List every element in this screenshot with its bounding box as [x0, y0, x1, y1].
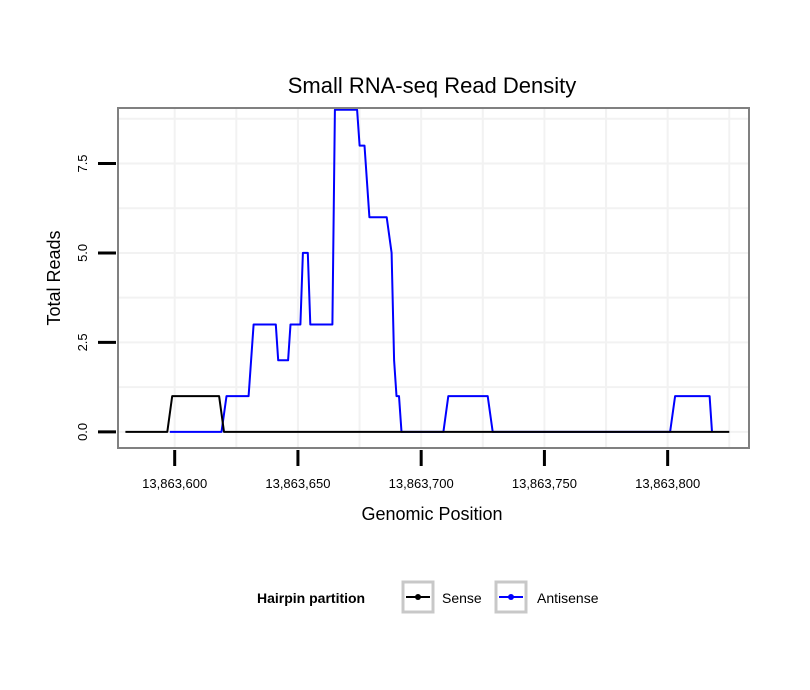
x-tick-label: 13,863,600	[142, 476, 207, 491]
legend-point-antisense	[508, 594, 514, 600]
legend-label-antisense: Antisense	[537, 590, 599, 606]
series-lines	[125, 108, 730, 433]
plot-panel	[117, 107, 750, 449]
y-axis: 0.0 2.5 5.0 7.5	[75, 154, 116, 441]
legend-item-antisense: Antisense	[494, 580, 599, 614]
plot-background	[118, 108, 749, 448]
series-line-sense	[125, 395, 730, 433]
legend-label-sense: Sense	[442, 590, 482, 606]
y-tick-label: 5.0	[75, 244, 90, 262]
x-tick-label: 13,863,700	[389, 476, 454, 491]
legend-title: Hairpin partition	[257, 590, 365, 606]
series-line-antisense	[169, 108, 713, 433]
plot-border	[117, 107, 750, 449]
y-axis-title: Total Reads	[44, 230, 64, 325]
x-tick-label: 13,863,750	[512, 476, 577, 491]
x-axis: 13,863,600 13,863,650 13,863,700 13,863,750…	[142, 450, 700, 491]
y-tick-label: 7.5	[75, 154, 90, 172]
legend: Hairpin partition Sense Antisense	[257, 580, 599, 614]
x-axis-title: Genomic Position	[361, 504, 502, 524]
legend-item-sense: Sense	[401, 580, 482, 614]
chart-title: Small RNA-seq Read Density	[288, 73, 577, 98]
y-tick-label: 0.0	[75, 423, 90, 441]
x-tick-label: 13,863,800	[635, 476, 700, 491]
y-tick-label: 2.5	[75, 333, 90, 351]
legend-point-sense	[415, 594, 421, 600]
x-tick-label: 13,863,650	[265, 476, 330, 491]
